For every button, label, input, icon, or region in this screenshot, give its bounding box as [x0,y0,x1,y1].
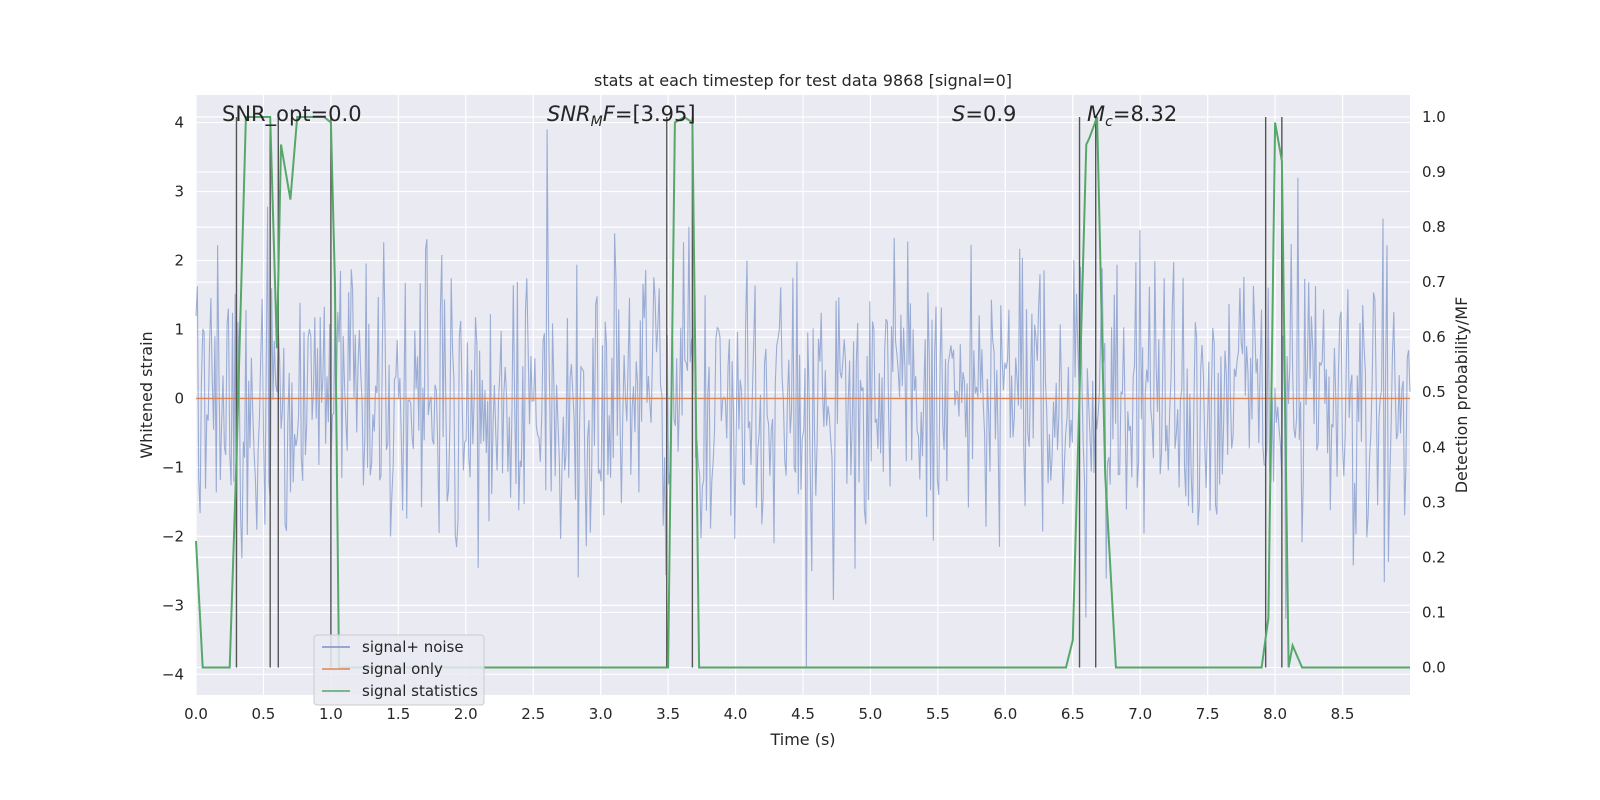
x-tick-label: 3.0 [589,705,613,723]
y-tick-label-left: −3 [162,596,184,614]
x-tick-label: 0.0 [184,705,208,723]
x-tick-label: 5.5 [926,705,950,723]
annotation-snr-mf: SNRMF=[3.95] [547,102,696,130]
legend-label-signal-only: signal only [362,660,443,678]
y-tick-label-right: 1.0 [1422,108,1446,126]
x-tick-label: 8.5 [1331,705,1355,723]
chart-title: stats at each timestep for test data 986… [594,71,1012,90]
y-tick-label-right: 0.6 [1422,328,1446,346]
x-tick-label: 2.0 [454,705,478,723]
y-tick-label-left: −4 [162,665,184,683]
series-signal-statistics [195,115,1410,669]
x-tick-label: 8.0 [1263,705,1287,723]
legend-label-signal-statistics: signal statistics [362,682,478,700]
x-tick-label: 1.5 [386,705,410,723]
x-tick-label: 4.0 [724,705,748,723]
legend-box [313,634,485,706]
x-tick-label: 6.0 [993,705,1017,723]
x-tick-label: 5.0 [859,705,883,723]
x-tick-label: 7.0 [1128,705,1152,723]
y-tick-label-left: −1 [162,458,184,476]
y-tick-label-right: 0.2 [1422,548,1446,566]
y-tick-label-right: 0.5 [1422,383,1446,401]
y-tick-label-left: 3 [174,183,184,201]
y-tick-label-left: 2 [174,252,184,270]
y-tick-label-right: 0.4 [1422,438,1446,456]
annotation-chirp-mass: Mc=8.32 [1087,102,1177,130]
x-axis-label: Time (s) [769,730,835,749]
series-signal-noise [195,129,1411,668]
y-tick-label-right: 0.0 [1422,658,1446,676]
x-tick-label: 4.5 [791,705,815,723]
x-tick-label: 0.5 [252,705,276,723]
y-tick-label-right: 0.9 [1422,163,1446,181]
y-axis-label-left: Whitened strain [137,331,156,458]
y-axis-label-right: Detection probability/MF [1452,297,1471,494]
y-tick-label-right: 0.3 [1422,493,1446,511]
x-tick-label: 2.5 [521,705,545,723]
legend: signal+ noise signal only signal statist… [313,634,485,706]
y-tick-label-left: 4 [174,114,184,132]
tick-labels: 0.0 0.5 1.0 1.5 2.0 2.5 3.0 3.5 4.0 4.5 5.0 5.5 6.0 6… [162,108,1446,723]
x-tick-label: 3.5 [656,705,680,723]
x-tick-label: 6.5 [1061,705,1085,723]
signal-noise-line [195,129,1411,668]
y-tick-label-right: 0.8 [1422,218,1446,236]
x-tick-label: 1.0 [319,705,343,723]
annotation-s-stat: S=0.9 [952,102,1016,126]
y-tick-label-right: 0.7 [1422,273,1446,291]
legend-label-signal-noise: signal+ noise [362,638,464,656]
annotation-snr-opt: SNR_opt=0.0 [222,102,362,127]
y-tick-label-left: 1 [174,320,184,338]
y-tick-label-left: −2 [162,527,184,545]
y-tick-label-left: 0 [174,389,184,407]
signal-statistics-line [195,115,1410,669]
y-tick-label-right: 0.1 [1422,603,1446,621]
x-tick-label: 7.5 [1196,705,1220,723]
